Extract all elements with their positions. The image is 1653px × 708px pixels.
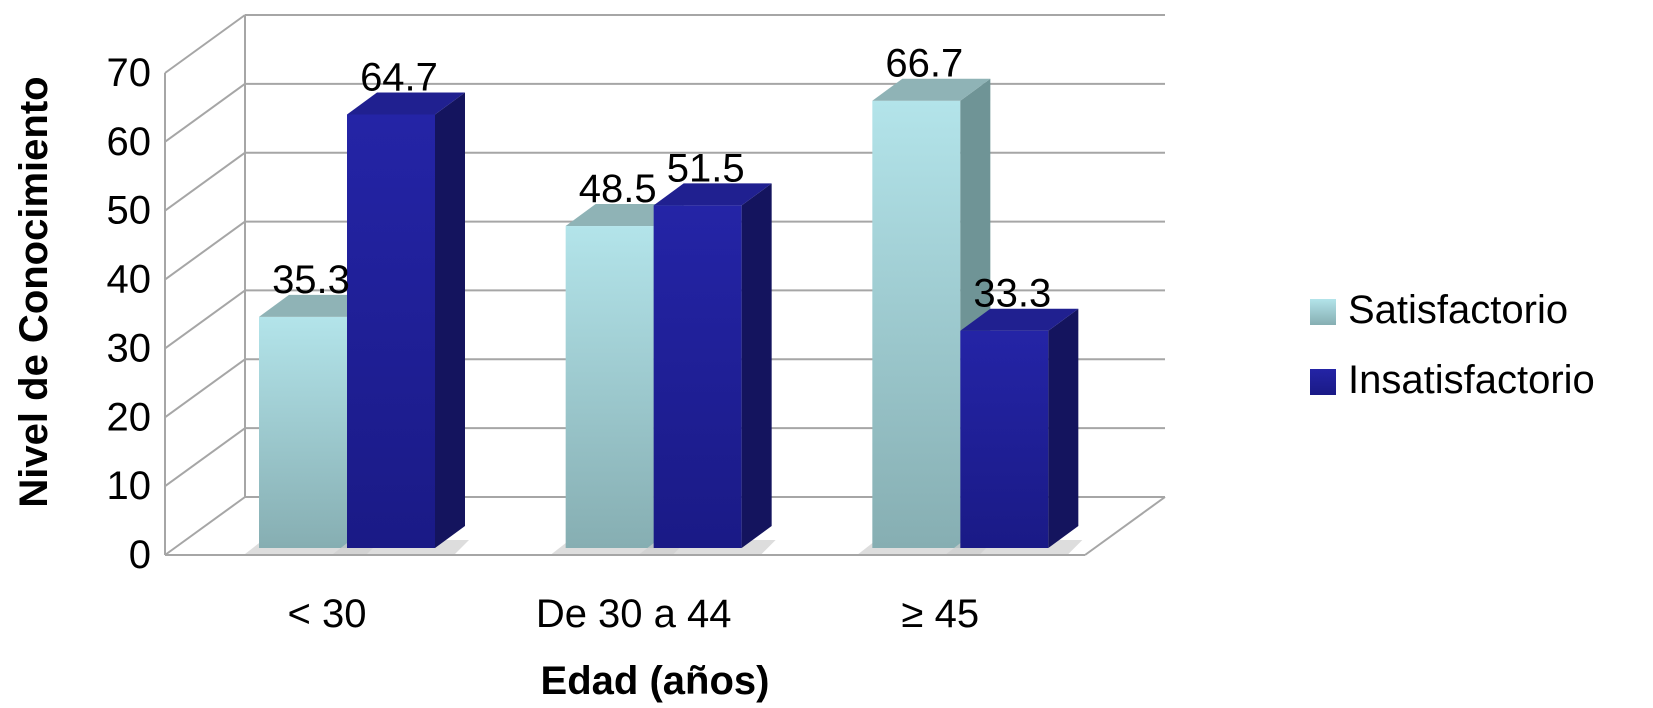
y-tick-label: 0	[129, 533, 151, 577]
x-axis-label: Edad (años)	[541, 659, 770, 703]
bar-top	[872, 78, 991, 101]
bar-front	[872, 100, 961, 549]
data-labels: 35.3 64.7 48.5 51.5 66.7 33.3	[272, 42, 1051, 316]
legend-swatch	[1310, 369, 1336, 395]
bar-top	[347, 92, 465, 115]
bar-front	[960, 330, 1049, 548]
gridline-side	[164, 358, 246, 419]
bar-front	[653, 205, 742, 548]
bar-side	[741, 183, 772, 548]
legend: Satisfactorio Insatisfactorio	[1310, 288, 1595, 402]
y-tick-label: 50	[107, 189, 152, 233]
bar-front	[259, 316, 347, 548]
y-axis-label: Nivel de Conocimiento	[12, 76, 56, 507]
bar-front	[565, 226, 654, 549]
data-label: 66.7	[885, 42, 963, 86]
x-tick-label: De 30 a 44	[536, 592, 732, 636]
data-label: 48.5	[579, 167, 657, 211]
data-label: 35.3	[272, 258, 350, 302]
gridline-side	[164, 151, 246, 212]
y-tick-label: 70	[107, 51, 152, 95]
gridline-side	[164, 289, 246, 350]
x-tick-label: ≥ 45	[902, 592, 980, 636]
bar-top	[960, 308, 1079, 331]
gridline-side	[164, 220, 246, 281]
chart-walls	[164, 73, 1166, 556]
data-label: 51.5	[667, 146, 745, 190]
data-label: 33.3	[973, 272, 1051, 316]
gridline-side	[164, 14, 246, 74]
gridline-side	[164, 83, 246, 143]
bar-side	[435, 92, 465, 548]
legend-label: Satisfactorio	[1348, 288, 1568, 332]
gridline-side	[164, 496, 246, 556]
legend-swatch	[1310, 299, 1336, 325]
x-tick-label: < 30	[288, 592, 367, 636]
data-label: 64.7	[360, 55, 438, 99]
bar-top	[653, 183, 772, 206]
y-axis-ticks: 0 10 20 30 40 50 60 70	[107, 51, 152, 577]
bar-side	[1048, 308, 1079, 548]
bar-front	[347, 114, 435, 548]
legend-label: Insatisfactorio	[1348, 358, 1595, 402]
floor-right-edge	[1084, 496, 1166, 556]
gridline-side	[164, 427, 246, 487]
y-tick-label: 40	[107, 258, 152, 302]
x-axis-ticks: < 30 De 30 a 44 ≥ 45	[288, 592, 980, 636]
y-tick-label: 60	[107, 120, 152, 164]
y-tick-label: 20	[107, 395, 152, 439]
y-tick-label: 30	[107, 326, 152, 370]
bars	[245, 78, 1083, 554]
y-tick-label: 10	[107, 464, 152, 508]
